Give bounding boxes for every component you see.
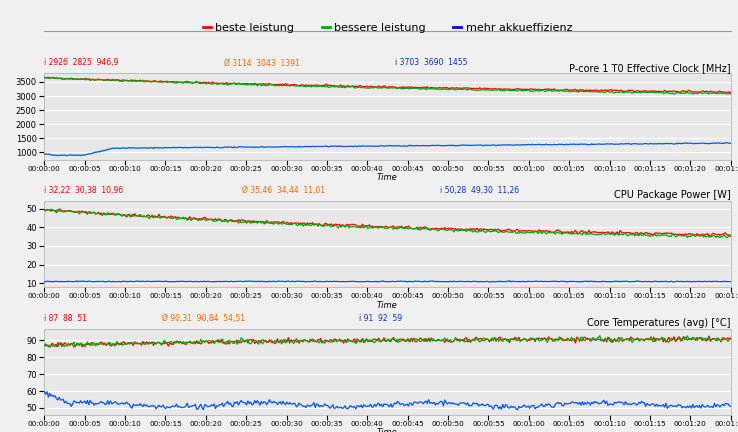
Text: Core Temperatures (avg) [°C]: Core Temperatures (avg) [°C] [587,318,731,328]
Text: i 50,28  49,30  11,26: i 50,28 49,30 11,26 [440,186,519,195]
Text: i 2926  2825  946,9: i 2926 2825 946,9 [44,58,119,67]
X-axis label: Time: Time [377,429,398,432]
Text: i 91  92  59: i 91 92 59 [359,314,402,323]
Text: Ø 90,31  90,84  54,51: Ø 90,31 90,84 54,51 [162,314,244,323]
Legend: beste leistung, bessere leistung, mehr akkueffizienz: beste leistung, bessere leistung, mehr a… [199,19,576,38]
X-axis label: Time: Time [377,301,398,310]
Text: P-core 1 T0 Effective Clock [MHz]: P-core 1 T0 Effective Clock [MHz] [569,63,731,73]
Text: i 3703  3690  1455: i 3703 3690 1455 [395,58,467,67]
Text: Ø 3114  3043  1391: Ø 3114 3043 1391 [224,58,300,67]
X-axis label: Time: Time [377,173,398,182]
Text: i 87  88  51: i 87 88 51 [44,314,87,323]
Text: i 32,22  30,38  10,96: i 32,22 30,38 10,96 [44,186,123,195]
Text: CPU Package Power [W]: CPU Package Power [W] [614,190,731,200]
Text: Ø 35,46  34,44  11,01: Ø 35,46 34,44 11,01 [242,186,325,195]
